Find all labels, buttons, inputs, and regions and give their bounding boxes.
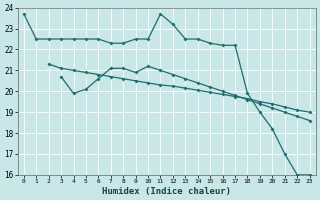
X-axis label: Humidex (Indice chaleur): Humidex (Indice chaleur) [102, 187, 231, 196]
